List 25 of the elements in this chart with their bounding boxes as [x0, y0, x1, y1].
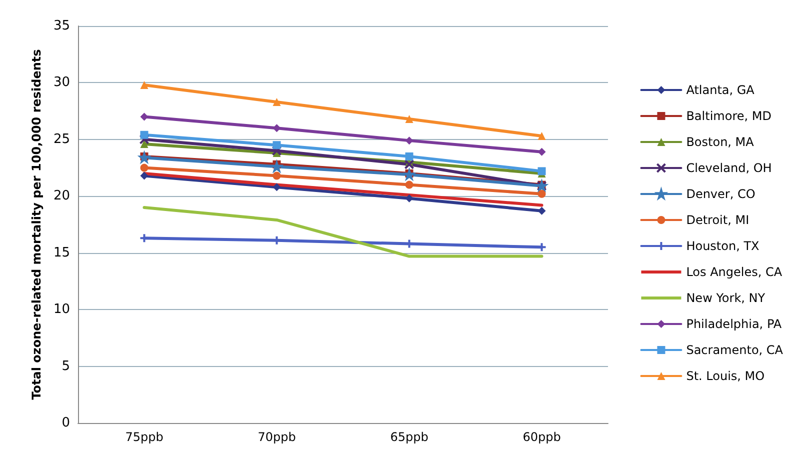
- legend-label: New York, NY: [686, 291, 766, 305]
- legend-label: Atlanta, GA: [686, 83, 756, 97]
- legend-label: Baltimore, MD: [686, 109, 772, 123]
- legend-label: Houston, TX: [686, 239, 760, 253]
- legend-label: Sacramento, CA: [686, 343, 784, 357]
- y-tick-label: 35: [53, 18, 70, 34]
- legend-label: Philadelphia, PA: [686, 317, 782, 331]
- y-axis-title: Total ozone-related mortality per 100,000 residents: [30, 49, 44, 400]
- x-tick-label: 65ppb: [390, 430, 428, 444]
- legend-label: St. Louis, MO: [686, 369, 765, 383]
- x-tick-label: 70ppb: [258, 430, 296, 444]
- legend-label: Denver, CO: [686, 187, 756, 201]
- y-tick-label: 10: [53, 302, 70, 318]
- legend-label: Detroit, MI: [686, 213, 750, 227]
- x-tick-label: 60ppb: [522, 430, 561, 444]
- y-tick-label: 5: [62, 358, 70, 374]
- legend-label: Los Angeles, CA: [686, 265, 783, 279]
- y-tick-label: 25: [53, 132, 70, 147]
- y-tick-label: 20: [53, 188, 70, 204]
- y-tick-label: 0: [62, 416, 70, 430]
- legend-label: Boston, MA: [686, 135, 755, 149]
- y-tick-label: 15: [53, 245, 70, 260]
- legend-label: Cleveland, OH: [686, 161, 772, 175]
- x-tick-label: 75ppb: [125, 430, 164, 444]
- y-tick-label: 30: [53, 75, 70, 90]
